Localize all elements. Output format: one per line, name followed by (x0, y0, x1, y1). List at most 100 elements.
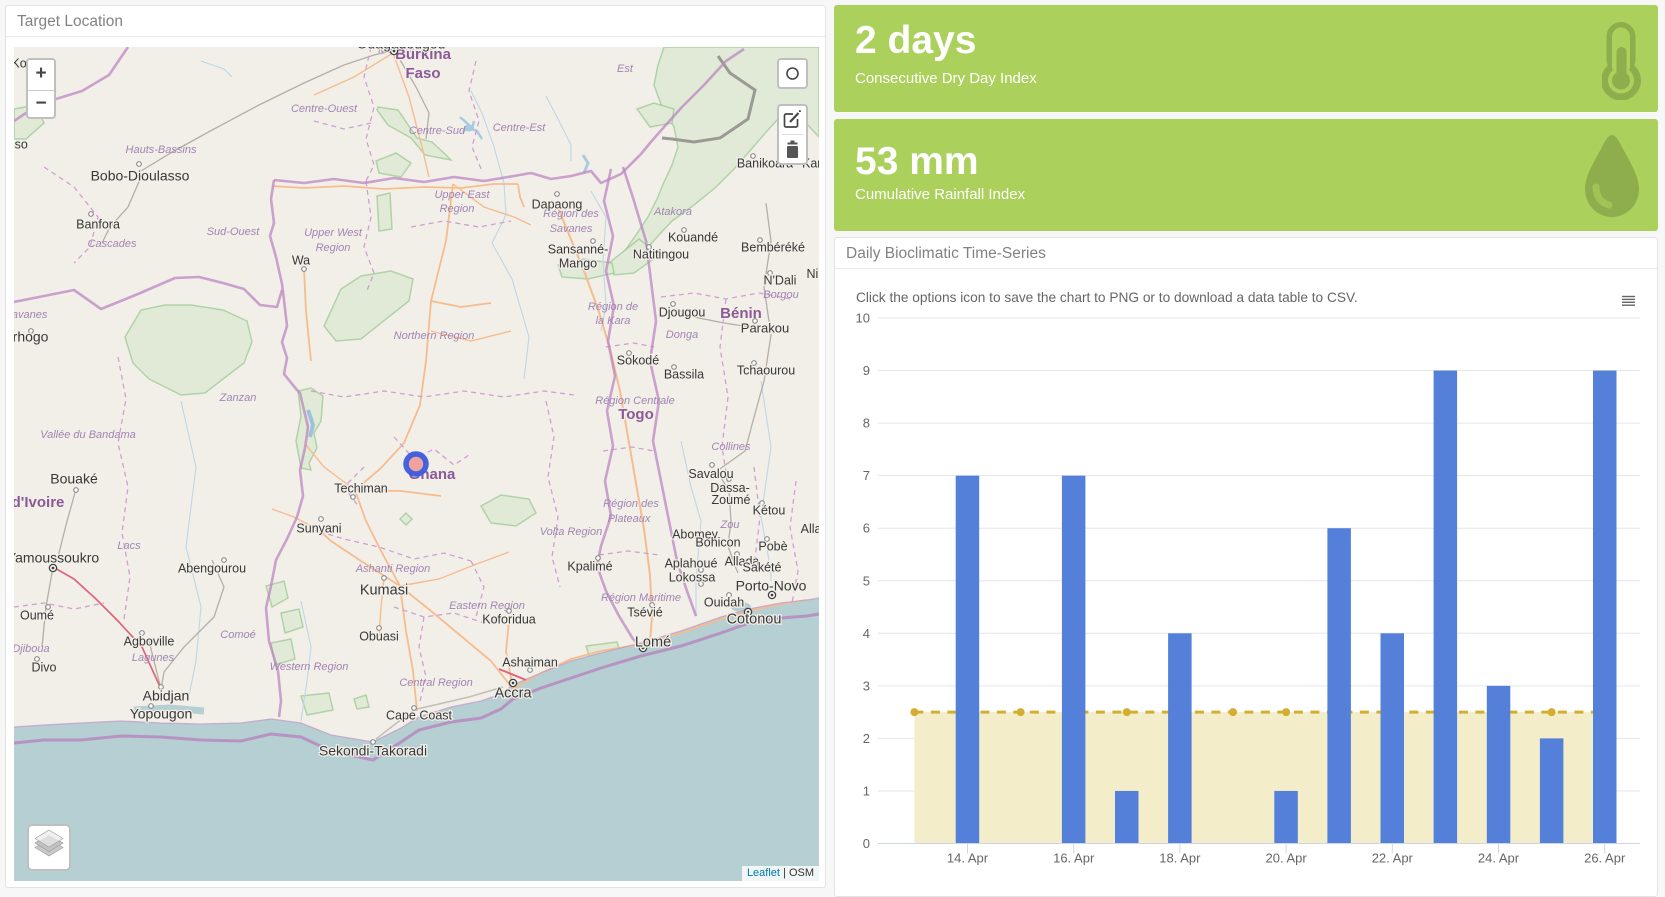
svg-text:Ouidah: Ouidah (704, 596, 744, 610)
svg-text:Divo: Divo (31, 661, 56, 675)
svg-text:26. Apr: 26. Apr (1584, 851, 1626, 866)
svg-text:Atakora: Atakora (653, 206, 692, 218)
svg-text:N'Dali: N'Dali (764, 274, 797, 288)
svg-text:Burkina: Burkina (395, 47, 452, 63)
svg-text:Zou: Zou (720, 519, 740, 531)
svg-text:Est: Est (617, 63, 634, 75)
svg-text:Sansanné-: Sansanné- (548, 243, 608, 257)
svg-text:Abengourou: Abengourou (178, 562, 246, 576)
svg-text:Central Region: Central Region (399, 677, 472, 689)
svg-text:2: 2 (863, 731, 870, 746)
svg-text:Natitingou: Natitingou (633, 248, 689, 262)
svg-text:Région de: Région de (588, 301, 638, 313)
svg-text:0: 0 (863, 836, 870, 851)
svg-text:Mango: Mango (559, 257, 597, 271)
svg-text:Kpalimé: Kpalimé (567, 560, 612, 574)
svg-text:Bohicon: Bohicon (695, 536, 740, 550)
svg-text:14. Apr: 14. Apr (947, 851, 989, 866)
svg-text:Centre-Ouest: Centre-Ouest (291, 103, 358, 115)
svg-text:1: 1 (863, 783, 870, 798)
svg-text:Zoumé: Zoumé (712, 493, 751, 507)
svg-text:Abidjan: Abidjan (143, 688, 190, 704)
svg-text:Techiman: Techiman (334, 482, 388, 496)
svg-text:Collines: Collines (711, 441, 751, 453)
svg-text:6: 6 (863, 521, 870, 536)
svg-text:22. Apr: 22. Apr (1372, 851, 1414, 866)
svg-text:Allada: Allada (725, 555, 760, 569)
svg-text:Lokossa: Lokossa (669, 571, 716, 585)
svg-text:5: 5 (863, 573, 870, 588)
svg-text:Tsévié: Tsévié (627, 606, 662, 620)
svg-text:Sokodé: Sokodé (617, 354, 659, 368)
svg-text:Comoé: Comoé (220, 629, 255, 641)
svg-text:9: 9 (863, 363, 870, 378)
svg-text:Bembéréké: Bembéréké (741, 241, 805, 255)
svg-text:Region: Region (440, 203, 475, 215)
svg-text:Région Maritime: Région Maritime (601, 592, 681, 604)
svg-text:Cape Coast: Cape Coast (386, 709, 453, 723)
svg-text:Djiboua: Djiboua (14, 643, 50, 655)
svg-text:Faso: Faso (405, 65, 440, 82)
svg-text:Centre-Sud: Centre-Sud (409, 125, 466, 137)
svg-text:Cotonou: Cotonou (727, 612, 782, 628)
svg-text:Parakou: Parakou (741, 321, 789, 336)
svg-text:18. Apr: 18. Apr (1159, 851, 1201, 866)
svg-text:Bobo-Dioulasso: Bobo-Dioulasso (91, 168, 190, 184)
svg-text:Dapaong: Dapaong (532, 198, 583, 212)
svg-text:Sud-Ouest: Sud-Ouest (207, 226, 261, 238)
svg-text:4: 4 (863, 626, 870, 641)
svg-text:Obuasi: Obuasi (359, 630, 399, 644)
svg-text:Région des: Région des (603, 498, 659, 510)
svg-text:Nikki: Nikki (806, 267, 819, 281)
svg-text:Sunyani: Sunyani (296, 522, 341, 536)
svg-text:Northern Region: Northern Region (394, 330, 475, 342)
svg-text:Bassila: Bassila (664, 368, 704, 382)
svg-text:Bénin: Bénin (720, 305, 762, 322)
svg-text:Mouhoun: Mouhoun (378, 47, 424, 56)
svg-text:Lagunes: Lagunes (132, 652, 175, 664)
svg-text:Lomé: Lomé (635, 635, 671, 651)
svg-text:24. Apr: 24. Apr (1478, 851, 1520, 866)
svg-text:8: 8 (863, 416, 870, 431)
svg-text:Kouandé: Kouandé (668, 231, 718, 245)
svg-text:Donga: Donga (666, 329, 698, 341)
svg-text:Tchaourou: Tchaourou (737, 364, 795, 378)
svg-text:Sikasso: Sikasso (14, 138, 28, 152)
svg-text:Centre-Est: Centre-Est (493, 122, 547, 134)
svg-text:Oumé: Oumé (20, 609, 54, 623)
svg-text:Sekondi-Takoradi: Sekondi-Takoradi (319, 743, 427, 759)
svg-text:Agboville: Agboville (124, 635, 175, 649)
svg-text:d'Ivoire: d'Ivoire (14, 494, 64, 511)
svg-text:Bouaké: Bouaké (50, 471, 98, 487)
svg-text:Upper East: Upper East (434, 189, 490, 201)
svg-text:Hauts-Bassins: Hauts-Bassins (126, 144, 197, 156)
svg-text:Yamoussoukro: Yamoussoukro (14, 550, 99, 566)
svg-text:Banfora: Banfora (76, 218, 120, 232)
svg-text:Wa: Wa (292, 254, 310, 268)
svg-text:Sakété: Sakété (743, 561, 782, 575)
svg-text:Allada: Allada (801, 522, 819, 536)
svg-text:Ouagadougou: Ouagadougou (357, 47, 446, 52)
svg-text:Vallée du Bandama: Vallée du Bandama (40, 429, 136, 441)
svg-text:Région Centrale: Région Centrale (595, 395, 675, 407)
svg-text:Région des: Région des (543, 208, 599, 220)
svg-text:Aplahoué: Aplahoué (665, 557, 718, 571)
svg-text:Volta Region: Volta Region (540, 526, 603, 538)
svg-text:Yopougon: Yopougon (130, 706, 193, 722)
svg-text:la Kara: la Kara (596, 315, 631, 327)
svg-text:Porto-Novo: Porto-Novo (736, 578, 807, 594)
svg-text:Djougou: Djougou (659, 306, 706, 320)
svg-text:Region: Region (316, 242, 351, 254)
svg-text:7: 7 (863, 468, 870, 483)
svg-text:10: 10 (856, 311, 870, 326)
svg-text:Savanes: Savanes (550, 223, 593, 235)
svg-text:Accra: Accra (494, 686, 532, 702)
svg-text:Savalou: Savalou (688, 467, 733, 481)
svg-text:Kumasi: Kumasi (360, 583, 408, 599)
svg-text:3: 3 (863, 678, 870, 693)
svg-text:Zanzan: Zanzan (219, 392, 257, 404)
svg-text:Ko: Ko (14, 57, 27, 71)
svg-text:Korhogo: Korhogo (14, 329, 49, 345)
svg-text:Cascades: Cascades (88, 238, 137, 250)
svg-text:Upper West: Upper West (304, 227, 363, 239)
